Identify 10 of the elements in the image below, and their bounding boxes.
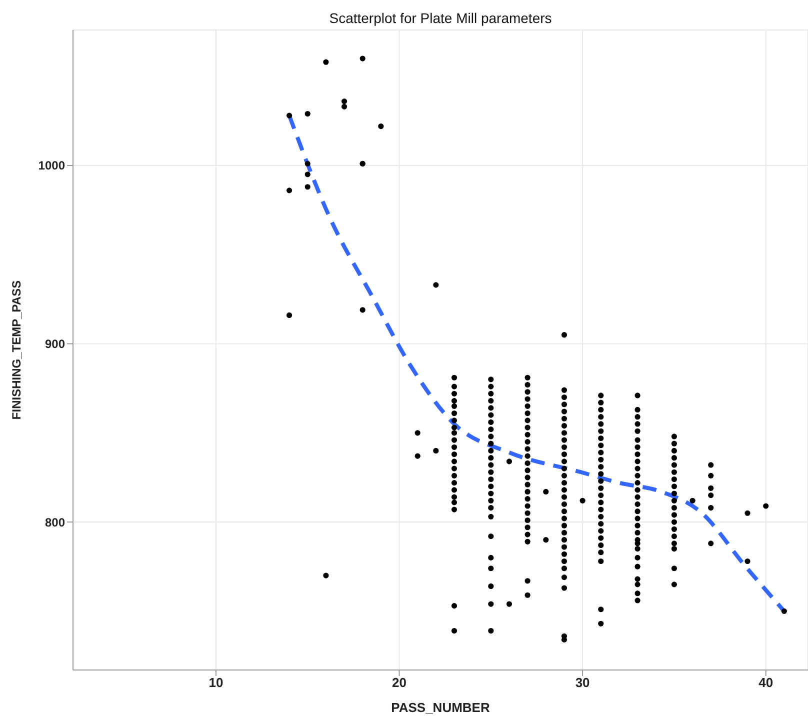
x-tick-label: 10	[208, 675, 224, 690]
x-tick-label: 40	[758, 675, 774, 690]
y-tick-label: 800	[44, 515, 66, 530]
x-axis-title: PASS_NUMBER	[391, 700, 490, 715]
x-tick-label: 30	[575, 675, 590, 690]
y-tick-label: 900	[44, 337, 66, 352]
y-tick-label: 1000	[38, 158, 66, 173]
chart-title: Scatterplot for Plate Mill parameters	[328, 10, 553, 26]
x-tick-label: 20	[392, 675, 406, 690]
y-axis-title: FINISHING_TEMP_PASS	[9, 280, 24, 420]
